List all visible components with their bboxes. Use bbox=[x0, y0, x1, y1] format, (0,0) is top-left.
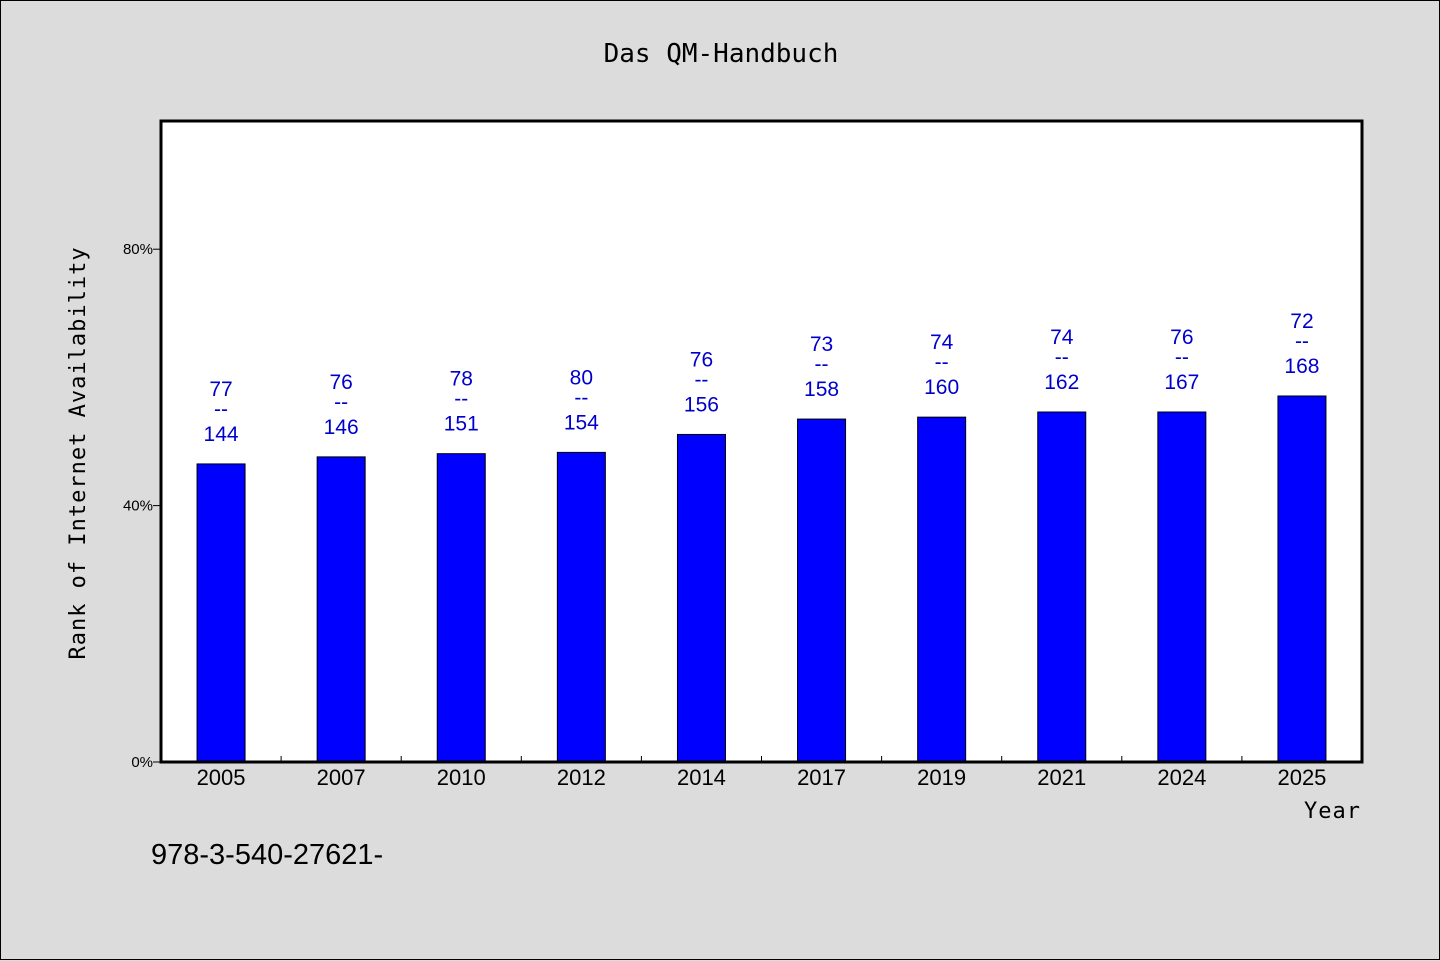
data-label-bottom-2005: 144 bbox=[204, 423, 239, 446]
x-tick-label-2005: 2005 bbox=[197, 765, 246, 790]
data-label-bottom-2019: 160 bbox=[924, 376, 959, 399]
bar-2014 bbox=[676, 433, 726, 763]
y-tick-label-0: 0% bbox=[131, 754, 153, 771]
chart-title: Das QM-Handbuch bbox=[604, 39, 839, 69]
bar-2025 bbox=[1277, 395, 1327, 763]
data-label-sep-2014: -- bbox=[694, 368, 708, 391]
y-tick-label-40: 40% bbox=[123, 498, 153, 515]
data-label-sep-2021: -- bbox=[1055, 346, 1069, 369]
data-label-top-2017: 73 bbox=[810, 333, 833, 356]
data-labels-layer: 77--14476--14678--15180--15476--15673--1… bbox=[204, 310, 1320, 446]
bars-layer bbox=[196, 395, 1327, 763]
data-label-top-2014: 76 bbox=[690, 348, 713, 371]
data-label-top-2025: 72 bbox=[1290, 310, 1313, 333]
y-axis: 0% 40% 80% bbox=[123, 241, 161, 771]
data-label-sep-2010: -- bbox=[454, 388, 468, 411]
x-tick-label-2014: 2014 bbox=[677, 765, 726, 790]
data-label-bottom-2012: 154 bbox=[564, 411, 599, 434]
bar-2005 bbox=[196, 463, 246, 763]
data-label-top-2007: 76 bbox=[329, 371, 352, 394]
y-axis-title: Rank of Internet Availability bbox=[66, 246, 91, 659]
data-label-bottom-2017: 158 bbox=[804, 378, 839, 401]
data-label-sep-2019: -- bbox=[935, 351, 949, 374]
x-tick-label-2010: 2010 bbox=[437, 765, 486, 790]
data-label-sep-2025: -- bbox=[1295, 330, 1309, 353]
bar-2021 bbox=[1037, 411, 1087, 763]
data-label-top-2019: 74 bbox=[930, 331, 954, 354]
bar-2019 bbox=[917, 416, 967, 763]
data-label-top-2012: 80 bbox=[570, 366, 593, 389]
x-tick-label-2012: 2012 bbox=[557, 765, 606, 790]
data-label-sep-2005: -- bbox=[214, 398, 228, 421]
x-tick-label-2017: 2017 bbox=[797, 765, 846, 790]
data-label-top-2021: 74 bbox=[1050, 326, 1074, 349]
bar-2007 bbox=[316, 456, 366, 763]
data-label-sep-2012: -- bbox=[574, 386, 588, 409]
data-label-sep-2017: -- bbox=[815, 353, 829, 376]
bar-2012 bbox=[556, 451, 606, 763]
data-label-sep-2007: -- bbox=[334, 391, 348, 414]
data-label-bottom-2010: 151 bbox=[444, 413, 479, 436]
data-label-bottom-2024: 167 bbox=[1164, 371, 1199, 394]
isbn-text: 978-3-540-27621- bbox=[151, 839, 383, 871]
data-label-top-2010: 78 bbox=[450, 368, 473, 391]
data-label-top-2005: 77 bbox=[209, 378, 232, 401]
data-label-bottom-2021: 162 bbox=[1044, 371, 1079, 394]
x-axis: 2005 2007 2010 2012 2014 2017 2019 2021 2024 2025 bbox=[197, 756, 1326, 790]
data-label-bottom-2014: 156 bbox=[684, 393, 719, 416]
x-tick-label-2021: 2021 bbox=[1037, 765, 1086, 790]
data-label-bottom-2025: 168 bbox=[1284, 355, 1319, 378]
x-tick-label-2007: 2007 bbox=[317, 765, 366, 790]
bar-2017 bbox=[797, 418, 847, 763]
x-axis-title: Year bbox=[1304, 799, 1361, 824]
x-tick-label-2019: 2019 bbox=[917, 765, 966, 790]
bar-2024 bbox=[1157, 411, 1207, 763]
x-tick-label-2024: 2024 bbox=[1157, 765, 1206, 790]
data-label-top-2024: 76 bbox=[1170, 326, 1193, 349]
data-label-bottom-2007: 146 bbox=[324, 416, 359, 439]
x-tick-label-2025: 2025 bbox=[1277, 765, 1326, 790]
data-label-sep-2024: -- bbox=[1175, 346, 1189, 369]
bar-2010 bbox=[436, 453, 486, 763]
y-tick-label-80: 80% bbox=[123, 241, 153, 258]
